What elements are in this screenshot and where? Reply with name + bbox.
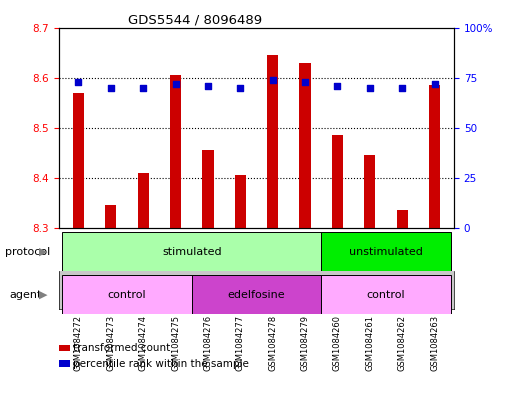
Text: agent: agent	[9, 290, 42, 300]
Text: ▶: ▶	[40, 290, 48, 300]
Bar	[321, 275, 451, 314]
Point	[430, 81, 439, 87]
Bar	[62, 232, 321, 271]
Point	[107, 84, 115, 91]
Text: control: control	[367, 290, 405, 300]
Bar	[192, 275, 321, 314]
Point	[236, 84, 244, 91]
Bar	[332, 135, 343, 228]
Text: transformed count: transformed count	[73, 343, 171, 353]
Bar	[397, 210, 408, 228]
Text: GDS5544 / 8096489: GDS5544 / 8096489	[128, 14, 262, 27]
Text: stimulated: stimulated	[162, 246, 222, 257]
Bar	[202, 150, 213, 228]
Point	[74, 79, 83, 85]
Bar	[267, 55, 279, 228]
Text: control: control	[108, 290, 146, 300]
Bar	[170, 75, 181, 228]
Text: protocol: protocol	[5, 246, 50, 257]
Point	[333, 83, 342, 89]
Bar	[300, 62, 311, 228]
Point	[269, 77, 277, 83]
Bar	[234, 175, 246, 228]
Bar	[62, 275, 192, 314]
Text: edelfosine: edelfosine	[228, 290, 285, 300]
Bar	[429, 85, 440, 228]
Bar	[321, 232, 451, 271]
Point	[301, 79, 309, 85]
Point	[171, 81, 180, 87]
Bar	[364, 155, 376, 228]
Text: ▶: ▶	[40, 246, 48, 257]
Bar	[137, 173, 149, 228]
Point	[139, 84, 147, 91]
Text: unstimulated: unstimulated	[349, 246, 423, 257]
Bar	[105, 206, 116, 228]
Point	[366, 84, 374, 91]
Bar	[73, 93, 84, 228]
Text: percentile rank within the sample: percentile rank within the sample	[73, 358, 249, 369]
Point	[398, 84, 406, 91]
Point	[204, 83, 212, 89]
